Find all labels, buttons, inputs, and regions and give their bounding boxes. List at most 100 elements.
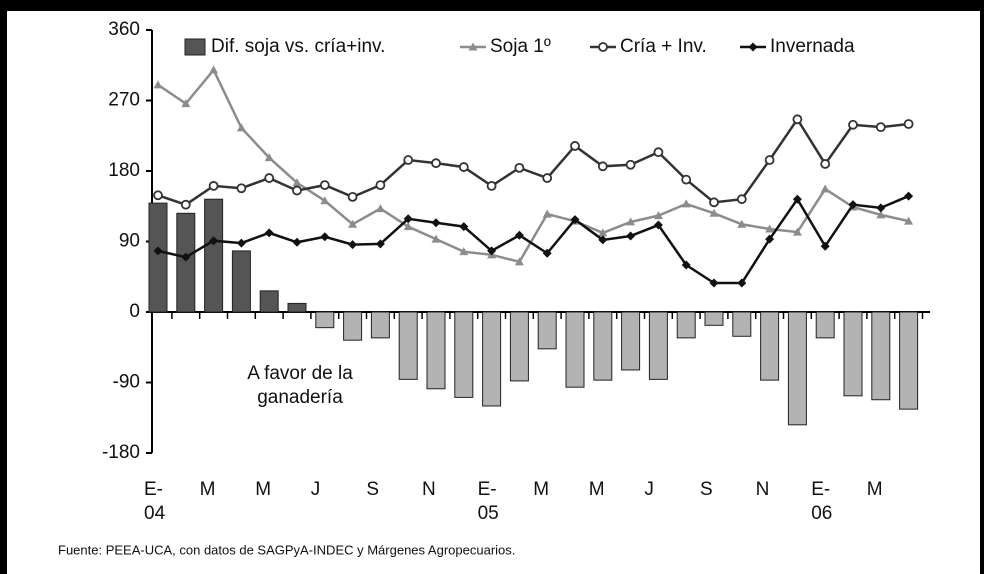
point xyxy=(903,119,914,129)
y-tick-label: 360 xyxy=(108,19,140,40)
point xyxy=(876,210,886,219)
legend-label: Soja 1º xyxy=(490,36,551,57)
x-tick-label: M xyxy=(588,479,605,500)
y-tick-label: -180 xyxy=(102,442,140,463)
point xyxy=(209,65,219,74)
point xyxy=(486,180,497,191)
point xyxy=(431,218,441,228)
bar xyxy=(426,311,446,390)
legend-label: Dif. soja vs. cría+inv. xyxy=(211,36,385,57)
point xyxy=(514,162,525,173)
x-tick-label: J xyxy=(644,479,654,500)
bar xyxy=(176,212,196,313)
point xyxy=(375,204,385,213)
bar xyxy=(593,311,613,381)
point xyxy=(820,159,831,169)
point xyxy=(153,190,163,201)
x-tick-label: M xyxy=(199,479,216,500)
point xyxy=(542,248,552,258)
bar xyxy=(899,311,919,410)
legend-marker xyxy=(468,42,478,51)
point xyxy=(764,155,775,165)
point xyxy=(514,257,524,266)
point xyxy=(320,196,330,205)
frame-right xyxy=(980,0,984,574)
x-tick-label: M xyxy=(255,479,272,500)
bar xyxy=(482,311,502,407)
point xyxy=(348,219,358,228)
point xyxy=(904,216,914,225)
point xyxy=(820,241,830,251)
point xyxy=(597,161,608,172)
bar xyxy=(843,311,863,397)
annotation: A favor de la ganadería xyxy=(247,363,353,408)
point xyxy=(264,173,275,183)
point xyxy=(681,199,691,208)
point xyxy=(626,231,636,241)
point xyxy=(458,162,469,172)
bar xyxy=(760,311,780,381)
point xyxy=(153,246,163,256)
point xyxy=(431,234,441,243)
bar xyxy=(871,311,891,401)
bar xyxy=(732,311,752,337)
point xyxy=(820,184,830,193)
point xyxy=(487,246,497,256)
point xyxy=(875,122,886,133)
y-tick-label: 270 xyxy=(108,90,140,111)
point xyxy=(181,99,191,108)
point xyxy=(236,123,246,132)
x-tick-label: N xyxy=(422,479,436,500)
point xyxy=(792,194,802,204)
legend-marker xyxy=(598,42,608,52)
point xyxy=(736,194,747,205)
point xyxy=(264,153,274,162)
point xyxy=(653,147,664,158)
point xyxy=(653,220,663,230)
point xyxy=(459,222,469,232)
point xyxy=(292,185,302,196)
point xyxy=(570,215,580,225)
point xyxy=(598,235,608,245)
frame-top xyxy=(0,0,984,11)
legend-label: Invernada xyxy=(770,36,855,57)
x-tick-label: E- 05 xyxy=(477,479,499,524)
point xyxy=(653,211,663,220)
bar xyxy=(370,311,390,339)
point xyxy=(431,158,441,169)
point xyxy=(792,114,803,125)
point xyxy=(403,214,413,224)
bar xyxy=(621,311,641,371)
x-tick-label: M xyxy=(533,479,550,500)
point xyxy=(403,155,414,165)
point xyxy=(347,191,358,202)
bar xyxy=(565,311,585,388)
point xyxy=(542,173,553,183)
legend-label: Cría + Inv. xyxy=(620,36,707,57)
bar xyxy=(231,250,251,313)
point xyxy=(681,174,692,185)
x-tick-label: N xyxy=(755,479,770,500)
bar xyxy=(148,202,168,313)
point xyxy=(459,247,469,256)
point xyxy=(848,200,858,210)
point xyxy=(292,237,302,247)
point xyxy=(737,219,747,228)
line xyxy=(157,67,909,264)
bar xyxy=(398,311,418,380)
point xyxy=(403,222,413,231)
bar xyxy=(676,311,696,339)
frame-left xyxy=(0,0,7,574)
y-tick-label: 0 xyxy=(129,301,140,322)
point xyxy=(236,183,247,194)
point xyxy=(236,238,246,248)
point xyxy=(598,228,608,237)
point xyxy=(348,240,358,250)
bar xyxy=(815,311,835,339)
point xyxy=(626,217,636,226)
bar xyxy=(537,311,557,350)
point xyxy=(570,141,580,151)
bar xyxy=(287,302,307,313)
y-tick-label: 180 xyxy=(108,160,140,181)
